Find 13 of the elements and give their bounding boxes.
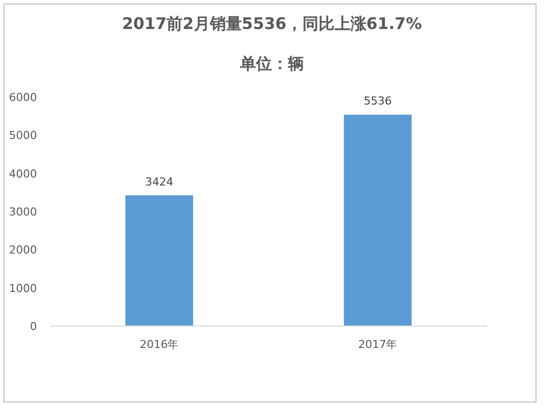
chart-title: 2017前2月销量5536，同比上涨61.7% (122, 14, 422, 33)
chart-subtitle: 单位：辆 (239, 54, 304, 73)
y-tick-label: 4000 (9, 167, 37, 180)
y-tick-label: 3000 (9, 206, 37, 218)
y-tick-label: 2000 (9, 244, 37, 257)
data-label: 5536 (364, 94, 392, 108)
y-tick-label: 0 (30, 320, 37, 333)
data-label: 3424 (145, 175, 174, 188)
x-tick-label: 2016年 (140, 338, 179, 351)
y-tick-label: 1000 (9, 282, 37, 295)
y-tick-label: 5000 (9, 129, 37, 142)
y-tick-label: 6000 (9, 91, 37, 104)
x-tick-label: 2017年 (358, 338, 398, 351)
